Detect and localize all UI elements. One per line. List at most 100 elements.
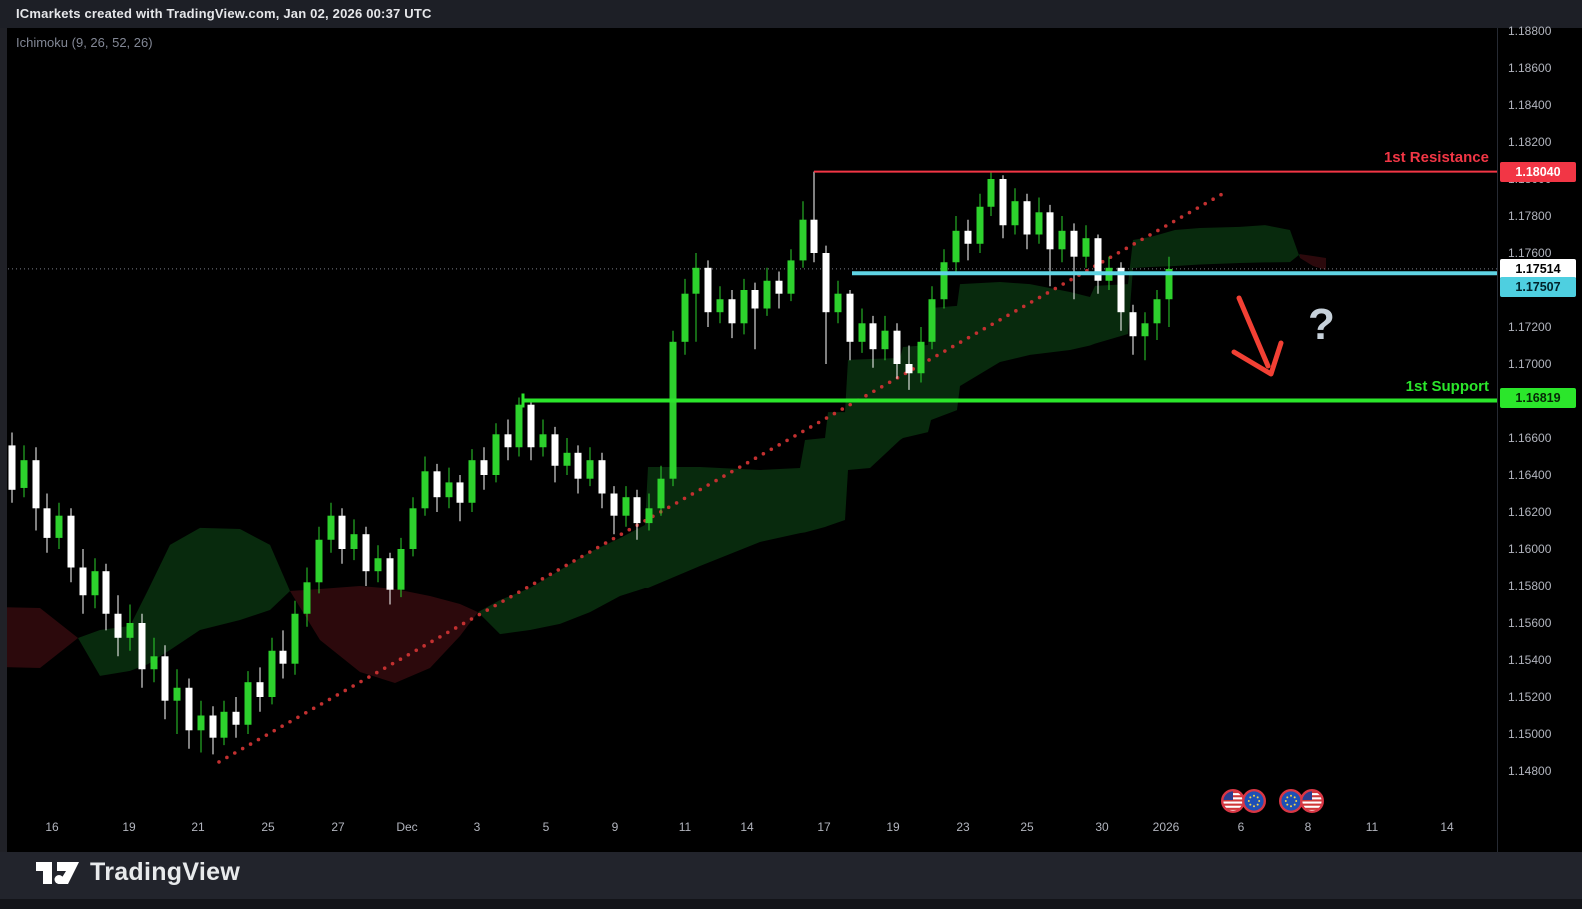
candle-down (1129, 312, 1137, 337)
trendline-dot (808, 425, 813, 429)
trendline-dot (666, 505, 671, 510)
ichimoku-cloud-segment (270, 544, 290, 611)
candle-up (940, 262, 948, 300)
trendline-dot (240, 746, 245, 751)
candle-down (1070, 230, 1078, 257)
trendline-dot (1021, 304, 1026, 309)
ichimoku-cloud-segment (78, 630, 100, 676)
trendline-dot (382, 666, 387, 670)
trendline-dot (1100, 259, 1105, 264)
trendline-dot (1061, 282, 1066, 286)
trendline-dot (864, 393, 868, 398)
candle-down (209, 715, 217, 738)
candle-up (291, 613, 299, 664)
header-bar: ICmarkets created with TradingView.com, … (0, 0, 1582, 28)
candle-up (20, 460, 28, 488)
price-axis[interactable]: 1.188001.186001.184001.182001.180001.178… (1497, 24, 1582, 852)
candle-up (1153, 299, 1161, 324)
trendline-dot (966, 335, 971, 340)
ichimoku-cloud-segment (560, 551, 590, 624)
ichimoku-cloud-segment (800, 440, 805, 534)
candle-down (32, 460, 40, 509)
candle-up (645, 508, 653, 524)
time-tick-label: 11 (1365, 820, 1379, 834)
trendline-dot (603, 541, 608, 545)
trendline-dot (343, 688, 348, 693)
candle-up (315, 539, 323, 583)
ichimoku-cloud-segment (360, 586, 395, 683)
trendline-dot (493, 603, 497, 608)
trendline-dot (1203, 201, 1208, 206)
economic-event-us-flag-icon[interactable] (1299, 789, 1324, 814)
economic-event-eu-flag-icon[interactable] (1241, 789, 1266, 814)
trendline-dot (1140, 237, 1144, 242)
trendline-dot (461, 621, 466, 626)
trendline-dot (1037, 295, 1042, 300)
candle-up (492, 434, 500, 475)
time-tick-label: 23 (956, 820, 970, 834)
resistance-label: 1st Resistance (1383, 149, 1489, 166)
candle-up (1082, 238, 1090, 257)
ichimoku-cloud-segment (430, 595, 460, 668)
trendline-dot (1053, 286, 1058, 291)
price-tick-label: 1.16000 (1508, 542, 1552, 556)
time-tick-label: 8 (1304, 820, 1312, 834)
trendline-dot (390, 661, 395, 666)
trendline-dot (1195, 206, 1200, 210)
economic-event-us-flag-icon[interactable] (1220, 789, 1245, 814)
trendline-dot (477, 612, 482, 617)
candle-down (279, 650, 287, 664)
tradingview-logo-text: TradingView (90, 858, 241, 886)
candle-up (740, 290, 748, 324)
trendline-dot (1148, 233, 1152, 237)
candle-up (976, 206, 984, 244)
page-title: ICmarkets created with TradingView.com, … (16, 6, 432, 21)
ichimoku-cloud-segment (240, 529, 270, 621)
trendline-dot (982, 326, 987, 331)
trendline-dot (572, 559, 576, 563)
ichimoku-cloud-segment (530, 570, 560, 631)
candle-up (409, 508, 417, 549)
trendline-dot (422, 644, 426, 648)
candle-up (197, 715, 205, 731)
tradingview-logo[interactable]: TradingView (36, 858, 240, 887)
trendline-dot (674, 501, 679, 505)
trendline-dot (1108, 255, 1113, 260)
ichimoku-cloud-segment (1313, 255, 1326, 271)
time-tick-label: 19 (122, 820, 136, 834)
candle-up (763, 280, 771, 309)
candle-down (1046, 212, 1054, 250)
trendline-dot (485, 608, 490, 612)
question-mark-annotation: ? (1308, 300, 1335, 349)
candle-up (669, 341, 677, 479)
trendline-dot (232, 751, 237, 755)
economic-event-eu-flag-icon[interactable] (1278, 789, 1303, 814)
candle-up (917, 341, 925, 374)
time-axis[interactable]: 16 19 21 25 27 Dec 3 5 9 11 14 17 19 23 25 30 2026 6 8 11 14 (0, 815, 1497, 845)
candle-down (846, 293, 854, 342)
candle-down (869, 323, 877, 350)
trendline-dot (524, 585, 529, 590)
trendline-dot (580, 554, 584, 559)
trendline-dot (532, 581, 537, 586)
price-tick-label: 1.18400 (1508, 98, 1552, 112)
ichimoku-cloud-segment (1133, 237, 1150, 268)
ichimoku-cloud-segment (931, 305, 957, 421)
candle-up (1011, 201, 1019, 226)
candle-up (657, 478, 665, 509)
trendline-dot (1163, 224, 1168, 228)
ichimoku-cloud-segment (870, 358, 900, 468)
trendline-dot (627, 527, 632, 532)
trendline-dot (619, 532, 624, 536)
price-tick-label: 1.15000 (1508, 727, 1552, 741)
trendline-dot (998, 317, 1002, 322)
candle-down (598, 460, 606, 494)
trendline-dot (367, 675, 371, 679)
ichimoku-cloud-segment (0, 607, 40, 668)
ichimoku-cloud-segment (148, 544, 170, 665)
candle-down (999, 179, 1007, 226)
trendline-dot (737, 465, 742, 469)
ichimoku-cloud-segment (848, 359, 870, 471)
trendline-dot (438, 635, 442, 639)
